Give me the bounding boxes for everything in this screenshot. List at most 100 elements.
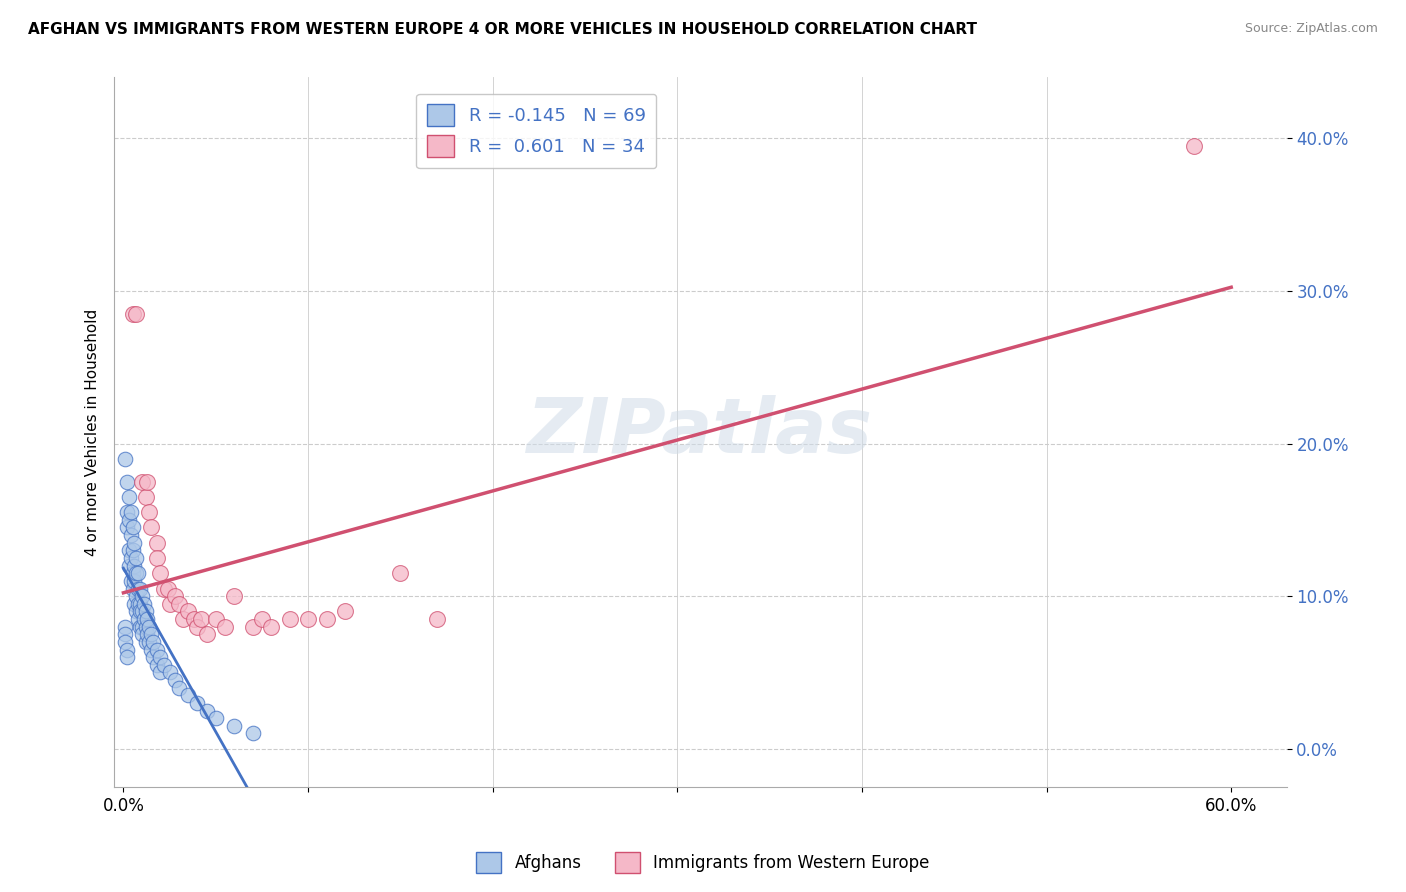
Point: [195, 627, 218, 641]
Point: [115, 505, 138, 519]
Point: [124, 558, 146, 573]
Point: [120, 528, 142, 542]
Point: [297, 612, 319, 626]
Point: [127, 566, 149, 581]
Point: [135, 604, 157, 618]
Point: [139, 520, 162, 534]
Point: [139, 627, 162, 641]
Point: [145, 551, 167, 566]
Text: Source: ZipAtlas.com: Source: ZipAtlas.com: [1244, 22, 1378, 36]
Point: [125, 551, 148, 566]
Point: [115, 520, 138, 534]
Point: [114, 620, 136, 634]
Point: [131, 589, 153, 603]
Point: [153, 582, 176, 596]
Legend: R = -0.145   N = 69, R =  0.601   N = 34: R = -0.145 N = 69, R = 0.601 N = 34: [416, 94, 657, 169]
Point: [121, 582, 143, 596]
Point: [131, 475, 153, 489]
Y-axis label: 4 or more Vehicles in Household: 4 or more Vehicles in Household: [86, 309, 100, 556]
Text: ZIPatlas: ZIPatlas: [527, 395, 873, 469]
Point: [159, 665, 181, 680]
Point: [125, 589, 148, 603]
Point: [260, 620, 283, 634]
Point: [186, 620, 208, 634]
Point: [114, 451, 136, 466]
Point: [132, 612, 155, 626]
Point: [127, 597, 149, 611]
Point: [121, 543, 143, 558]
Point: [129, 620, 152, 634]
Point: [121, 307, 143, 321]
Point: [224, 719, 246, 733]
Point: [138, 635, 160, 649]
Point: [159, 597, 181, 611]
Point: [315, 612, 337, 626]
Point: [333, 604, 356, 618]
Point: [145, 535, 167, 549]
Point: [138, 620, 160, 634]
Point: [177, 604, 200, 618]
Point: [156, 582, 179, 596]
Point: [121, 566, 143, 581]
Point: [131, 627, 153, 641]
Point: [127, 582, 149, 596]
Point: [138, 505, 160, 519]
Point: [125, 566, 148, 581]
Point: [127, 612, 149, 626]
Point: [125, 604, 148, 618]
Point: [204, 711, 226, 725]
Point: [124, 597, 146, 611]
Point: [153, 657, 176, 672]
Point: [125, 307, 148, 321]
Point: [242, 620, 264, 634]
Point: [177, 688, 200, 702]
Point: [145, 657, 167, 672]
Point: [186, 696, 208, 710]
Point: [118, 543, 141, 558]
Point: [183, 612, 205, 626]
Point: [115, 642, 138, 657]
Point: [426, 612, 449, 626]
Point: [120, 505, 142, 519]
Point: [204, 612, 226, 626]
Point: [135, 635, 157, 649]
Point: [195, 704, 218, 718]
Point: [149, 665, 172, 680]
Legend: Afghans, Immigrants from Western Europe: Afghans, Immigrants from Western Europe: [470, 846, 936, 880]
Point: [165, 589, 187, 603]
Point: [149, 566, 172, 581]
Point: [167, 597, 190, 611]
Point: [172, 612, 194, 626]
Point: [139, 642, 162, 657]
Point: [115, 650, 138, 665]
Point: [142, 650, 165, 665]
Point: [167, 681, 190, 695]
Point: [149, 650, 172, 665]
Point: [242, 726, 264, 740]
Point: [118, 513, 141, 527]
Point: [118, 490, 141, 504]
Point: [145, 642, 167, 657]
Point: [389, 566, 412, 581]
Point: [118, 558, 141, 573]
Point: [124, 535, 146, 549]
Point: [136, 475, 159, 489]
Point: [135, 490, 157, 504]
Point: [114, 635, 136, 649]
Text: AFGHAN VS IMMIGRANTS FROM WESTERN EUROPE 4 OR MORE VEHICLES IN HOUSEHOLD CORRELA: AFGHAN VS IMMIGRANTS FROM WESTERN EUROPE…: [28, 22, 977, 37]
Point: [165, 673, 187, 687]
Point: [278, 612, 301, 626]
Point: [129, 604, 152, 618]
Point: [124, 574, 146, 588]
Point: [129, 582, 152, 596]
Point: [114, 627, 136, 641]
Point: [120, 574, 142, 588]
Point: [214, 620, 236, 634]
Point: [129, 597, 152, 611]
Point: [224, 589, 246, 603]
Point: [120, 551, 142, 566]
Point: [250, 612, 273, 626]
Point: [136, 627, 159, 641]
Point: [131, 620, 153, 634]
Point: [121, 520, 143, 534]
